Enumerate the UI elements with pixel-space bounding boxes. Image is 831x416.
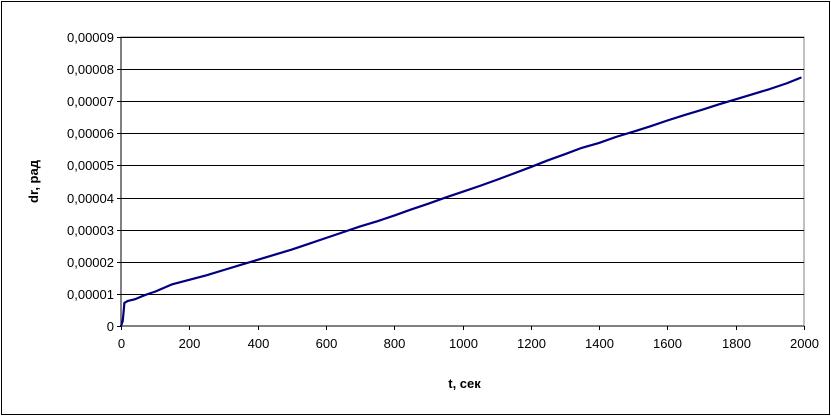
- y-tick-label: 0,00007: [67, 94, 114, 109]
- series-line: [119, 76, 802, 328]
- x-tick-label: 800: [384, 336, 406, 351]
- x-tick-label: 0: [118, 336, 125, 351]
- x-tick-label: 600: [316, 336, 338, 351]
- y-tick-label: 0,00001: [67, 287, 114, 302]
- x-tick-label: 1200: [517, 336, 546, 351]
- y-tick-label: 0,00004: [67, 191, 114, 206]
- x-tick-label: 1400: [585, 336, 614, 351]
- series-group: [119, 76, 802, 328]
- y-tick-label: 0: [107, 319, 114, 334]
- x-tick-label: 1000: [449, 336, 478, 351]
- y-tick-label: 0,00002: [67, 255, 114, 270]
- x-tick-label: 2000: [790, 336, 819, 351]
- x-tick-label: 400: [248, 336, 270, 351]
- y-axis: 0 0,00001 0,00002 0,00003 0,00004 0,00005 0,00…: [67, 30, 122, 334]
- x-tick-label: 1800: [722, 336, 751, 351]
- y-axis-title: dr, рад: [26, 159, 41, 203]
- x-tick-label: 1600: [653, 336, 682, 351]
- plot-area: [120, 36, 805, 327]
- y-tick-label: 0,00008: [67, 62, 114, 77]
- grid-lines: [121, 37, 804, 295]
- x-axis-title: t, сек: [448, 376, 481, 391]
- y-tick-label: 0,00005: [67, 158, 114, 173]
- y-tick-label: 0,00009: [67, 30, 114, 45]
- y-tick-label: 0,00003: [67, 223, 114, 238]
- x-axis: 0 200 400 600 800 1000 1200 1400 1600 1800 2000: [118, 325, 819, 351]
- y-tick-label: 0,00006: [67, 126, 114, 141]
- x-tick-label: 200: [179, 336, 201, 351]
